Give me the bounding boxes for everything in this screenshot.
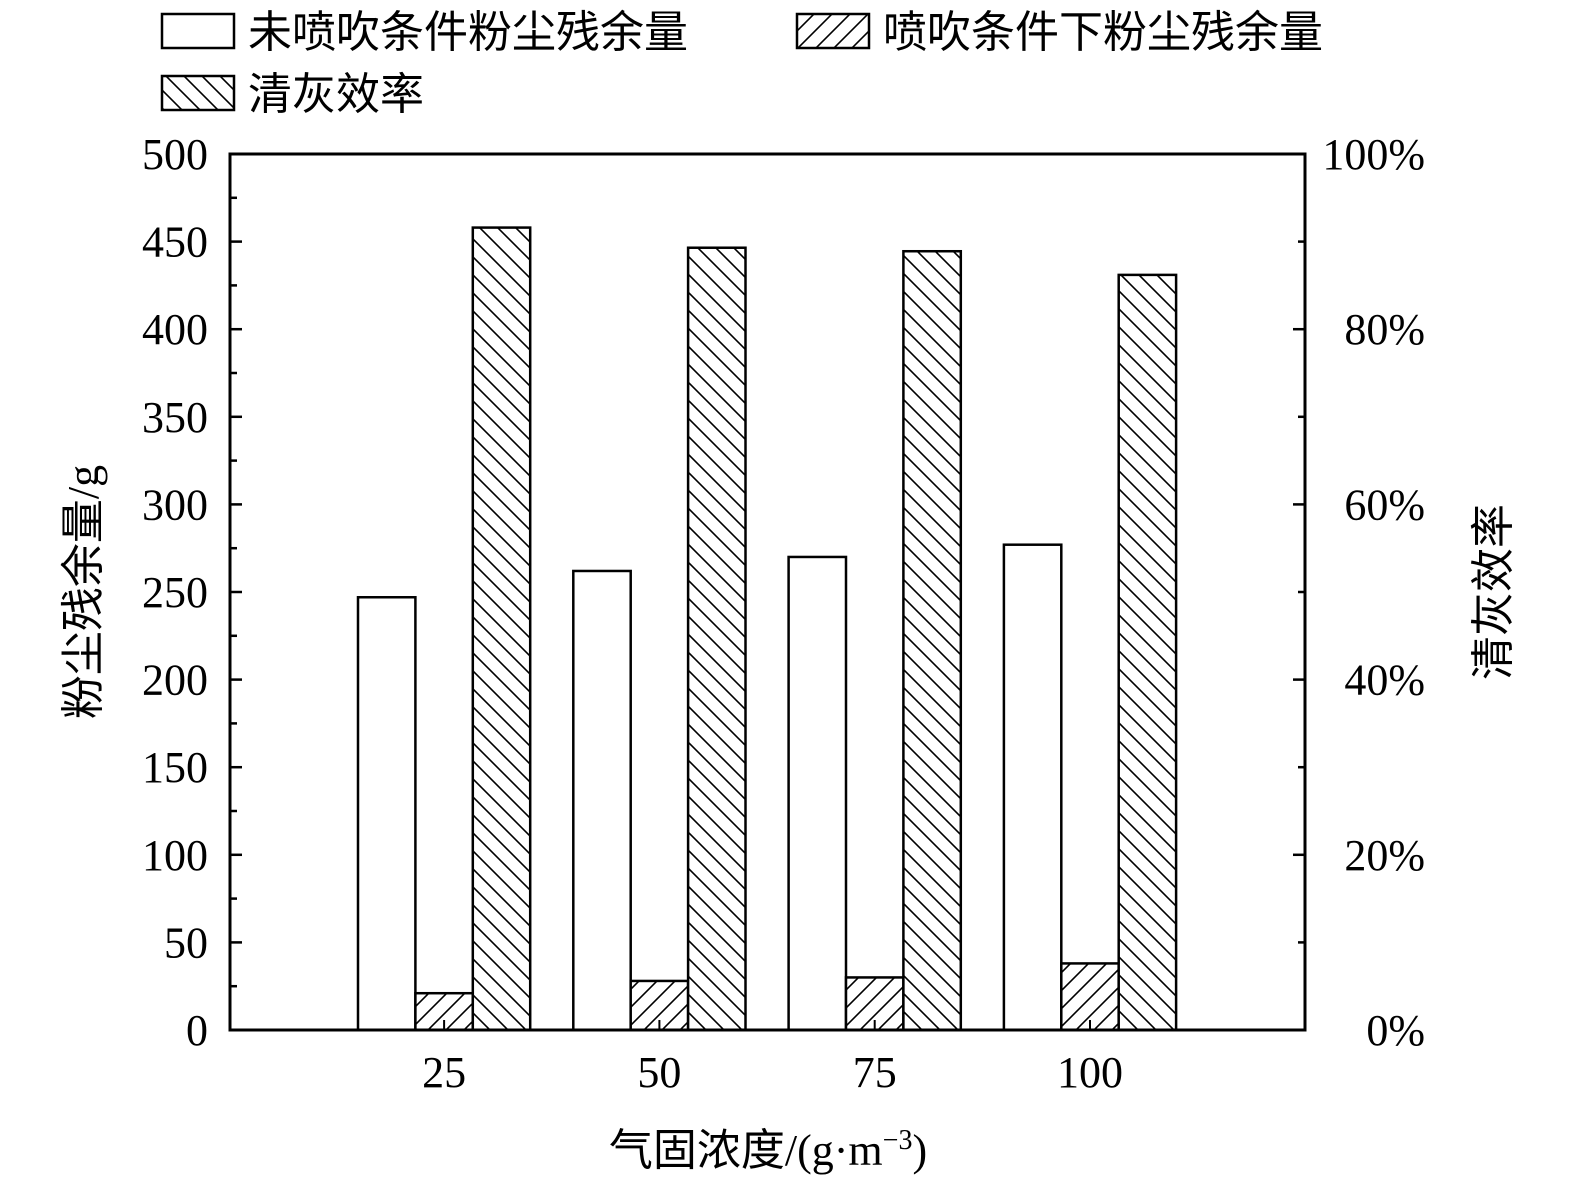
x-tick-label-100: 100	[1057, 1048, 1123, 1097]
left-tick-label-450: 450	[142, 218, 208, 267]
bar-1-50	[572, 569, 632, 1032]
right-tick-label-1: 20%	[1344, 831, 1425, 880]
axes	[228, 152, 1307, 1032]
right-tick-label-4: 80%	[1344, 305, 1425, 354]
left-tick-label-150: 150	[142, 743, 208, 792]
legend-swatch-3	[160, 74, 236, 112]
legend-label-1: 未喷吹条件粉尘残余量	[248, 8, 688, 57]
legend-swatch-2	[795, 12, 871, 50]
left-tick-label-0: 0	[186, 1006, 208, 1055]
bar-1-100	[1002, 543, 1063, 1032]
y-axis-title-right: 清灰效率	[1469, 504, 1518, 680]
legend-label-3: 清灰效率	[248, 70, 424, 119]
x-tick-label-75: 75	[853, 1048, 897, 1097]
right-tick-label-3: 60%	[1344, 480, 1425, 529]
legend-label-2: 喷吹条件下粉尘残余量	[883, 8, 1323, 57]
bar-3-100	[1117, 273, 1178, 1032]
bar-3-50	[686, 246, 747, 1032]
bar-3-75	[902, 249, 963, 1032]
y-axis-title-left: 粉尘残余量/g	[59, 465, 108, 719]
left-tick-label-100: 100	[142, 831, 208, 880]
left-tick-label-500: 500	[142, 130, 208, 179]
left-tick-label-200: 200	[142, 656, 208, 705]
x-tick-label-50: 50	[637, 1048, 681, 1097]
bar-1-75	[787, 555, 848, 1032]
left-tick-label-300: 300	[142, 480, 208, 529]
bar-3-25	[471, 226, 532, 1032]
left-tick-label-50: 50	[164, 918, 208, 967]
left-tick-label-350: 350	[142, 393, 208, 442]
left-tick-label-400: 400	[142, 305, 208, 354]
legend-swatch-1	[160, 12, 236, 50]
x-tick-label-25: 25	[422, 1048, 466, 1097]
bar-1-25	[356, 596, 417, 1032]
bars	[356, 226, 1178, 1032]
x-axis-title: 气固浓度/(g·m−3)	[609, 1125, 927, 1175]
left-tick-label-250: 250	[142, 568, 208, 617]
labels: 25 50 75 100 0 50 100 150 200 250 300 350 400 450 500 0…	[59, 130, 1518, 1175]
right-tick-label-0: 0%	[1366, 1006, 1425, 1055]
right-tick-label-5: 100%	[1322, 130, 1425, 179]
right-tick-label-2: 40%	[1344, 656, 1425, 705]
